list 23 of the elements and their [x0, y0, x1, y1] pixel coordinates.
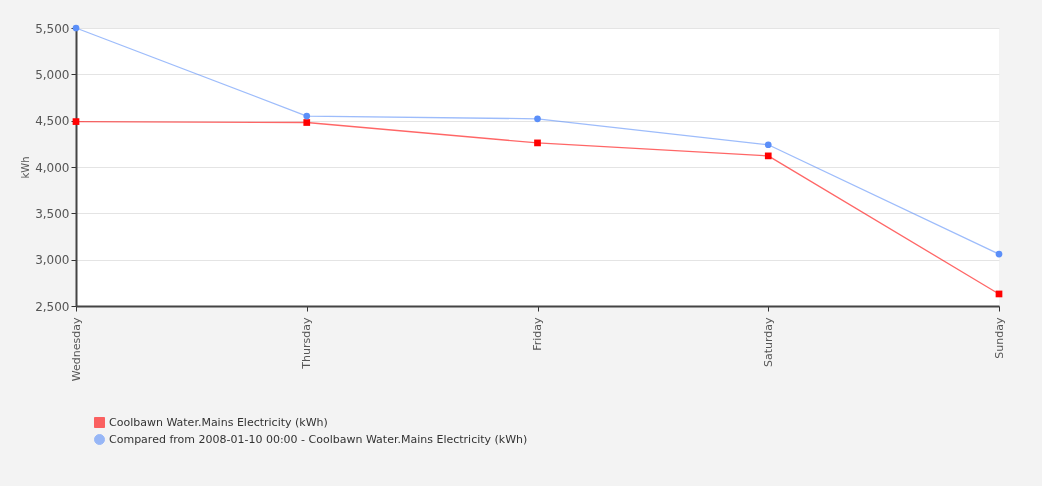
point — [303, 112, 311, 120]
x-tick-label: Thursday — [300, 317, 314, 370]
x-tick-label: Wednesday — [69, 317, 83, 382]
y-tick-label: 4,500 — [35, 114, 70, 129]
point — [534, 139, 541, 147]
y-tick-label: 3,000 — [35, 253, 70, 268]
y-tick-label: 2,500 — [35, 299, 70, 314]
y-tick-label: 3,500 — [35, 206, 70, 221]
y-axis-title: kWh — [20, 156, 32, 179]
y-tick-label: 5,500 — [35, 21, 70, 36]
point — [72, 24, 80, 32]
point — [764, 152, 772, 160]
point — [995, 250, 1003, 258]
y-tick-label: 5,000 — [35, 67, 70, 82]
legend-label: Compared from 2008-01-10 00:00 - Coolbawn Water.Mains Electricity (kWh) — [109, 432, 528, 446]
legend-label: Coolbawn Water.Mains Electricity (kWh) — [109, 415, 328, 429]
y-tick-label: 4,000 — [35, 160, 70, 175]
x-tick-label: Friday — [531, 317, 544, 351]
point — [764, 141, 772, 149]
x-tick-label: Saturday — [761, 317, 775, 368]
point — [534, 115, 541, 123]
x-tick-label: Sunday — [992, 317, 1006, 359]
point — [303, 119, 311, 126]
